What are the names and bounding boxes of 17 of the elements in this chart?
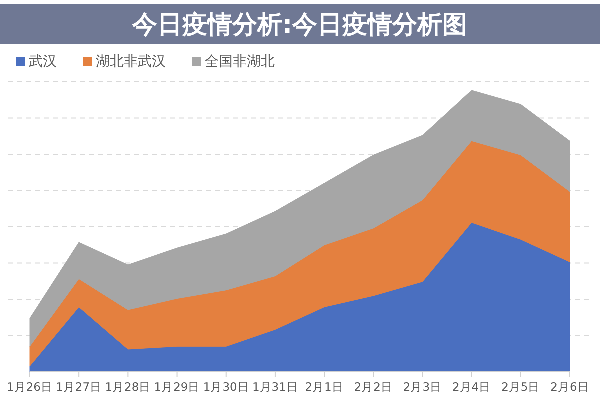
x-tick-label: 1月26日: [7, 380, 53, 394]
legend-label: 湖北非武汉: [96, 54, 166, 70]
x-tick-label: 2月5日: [502, 380, 540, 394]
x-tick-label: 1月29日: [154, 380, 200, 394]
x-tick-label: 1月31日: [252, 380, 298, 394]
x-tick-label: 2月2日: [354, 380, 393, 394]
chart-title: 今日疫情分析:今日疫情分析图: [132, 10, 468, 39]
x-tick-label: 2月4日: [452, 380, 492, 394]
x-tick-label: 1月27日: [56, 380, 102, 394]
legend-label: 全国非湖北: [205, 54, 275, 70]
x-tick-label: 2月6日: [550, 380, 590, 394]
x-tick-label: 1月28日: [105, 380, 152, 394]
title: 今日疫情分析:今日疫情分析图: [0, 4, 600, 44]
x-tick-label: 2月1日: [305, 380, 344, 394]
x-tick-label: 2月3日: [403, 380, 442, 394]
legend-label: 武汉: [29, 54, 57, 70]
x-tick-label: 1月30日: [203, 380, 250, 394]
